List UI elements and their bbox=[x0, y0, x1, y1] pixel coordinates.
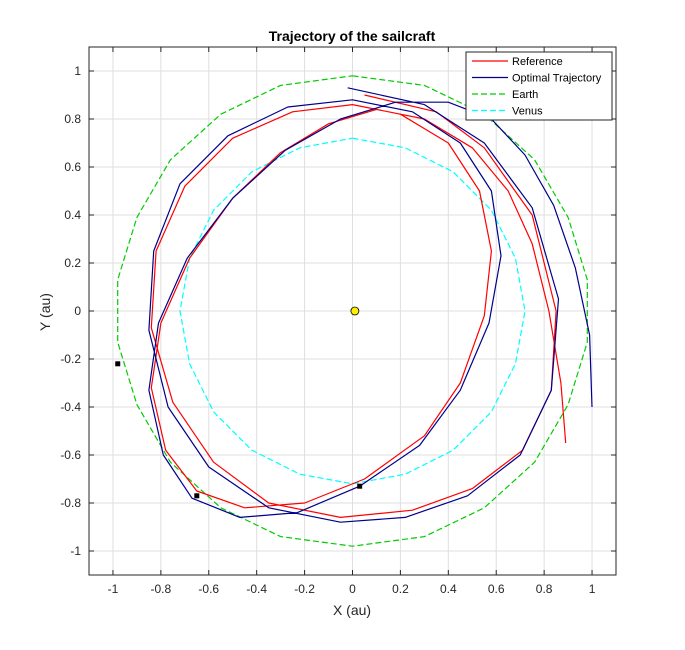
legend-label-optimal-trajectory: Optimal Trajectory bbox=[512, 73, 602, 85]
y-axis-label: Y (au) bbox=[37, 293, 53, 331]
y-tick-label: 0.8 bbox=[64, 112, 81, 126]
y-tick-label: -0.6 bbox=[60, 448, 81, 462]
x-tick-label: -0.6 bbox=[198, 582, 219, 596]
x-tick-label: -0.2 bbox=[294, 582, 315, 596]
series-line-venus bbox=[179, 137, 526, 485]
x-tick-label: -1 bbox=[108, 582, 119, 596]
position-marker bbox=[115, 361, 121, 367]
y-tick-label: 0.4 bbox=[64, 208, 81, 222]
series-line-earth bbox=[117, 75, 588, 547]
sun-marker bbox=[350, 306, 360, 316]
legend: Reference Optimal Trajectory Earth Venus bbox=[465, 51, 613, 121]
legend-label-reference: Reference bbox=[512, 56, 563, 68]
plot-area: -1 -0.8 -0.6 -0.4 -0.2 0 0.2 0.4 0.6 0.8 1 -1 -0.8 -0… bbox=[60, 46, 617, 596]
y-tick-label: 0.6 bbox=[64, 160, 81, 174]
position-marker bbox=[357, 483, 363, 489]
series-line-reference bbox=[150, 94, 567, 519]
x-tick-label: -0.4 bbox=[246, 582, 267, 596]
x-tick-label: 0.6 bbox=[488, 582, 505, 596]
y-tick-label: -0.2 bbox=[60, 352, 81, 366]
legend-entries: Reference Optimal Trajectory Earth Venus bbox=[472, 56, 602, 118]
legend-box bbox=[465, 51, 613, 121]
grid bbox=[89, 47, 616, 575]
x-axis-label: X (au) bbox=[333, 602, 371, 618]
series-layer bbox=[117, 75, 593, 547]
marker-layer bbox=[115, 306, 363, 499]
x-tick-label: 0.4 bbox=[440, 582, 457, 596]
y-tick-label: 0.2 bbox=[64, 256, 81, 270]
series-line-optimal-trajectory bbox=[148, 87, 593, 523]
x-tick-label: 0.8 bbox=[536, 582, 553, 596]
x-tick-label: 1 bbox=[589, 582, 596, 596]
y-tick-label: -0.8 bbox=[60, 496, 81, 510]
y-tick-label: 0 bbox=[74, 304, 81, 318]
legend-label-venus: Venus bbox=[512, 106, 543, 118]
legend-label-earth: Earth bbox=[512, 89, 538, 101]
y-tick-label: -0.4 bbox=[60, 400, 81, 414]
x-tick-label: -0.8 bbox=[151, 582, 172, 596]
position-marker bbox=[194, 493, 200, 499]
ticks: -1 -0.8 -0.6 -0.4 -0.2 0 0.2 0.4 0.6 0.8 1 -1 -0.8 -0… bbox=[60, 47, 616, 596]
chart-title: Trajectory of the sailcraft bbox=[269, 28, 436, 44]
x-tick-label: 0.2 bbox=[392, 582, 409, 596]
y-tick-label: 1 bbox=[74, 64, 81, 78]
y-tick-label: -1 bbox=[70, 544, 81, 558]
x-tick-label: 0 bbox=[349, 582, 356, 596]
